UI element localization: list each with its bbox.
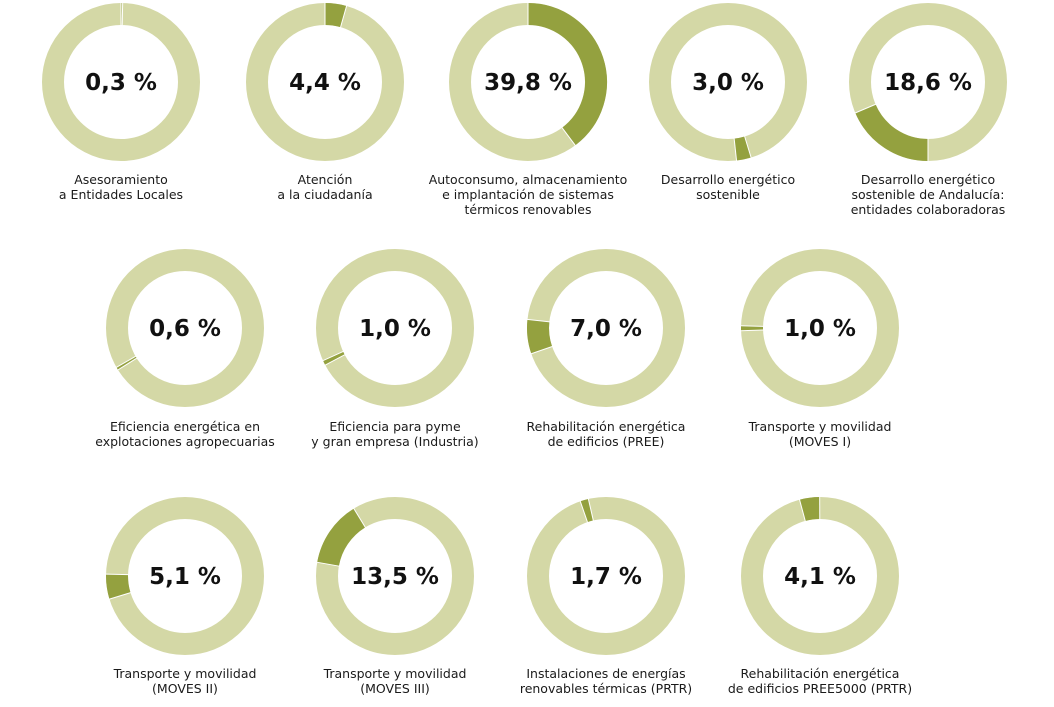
donut-value-segment bbox=[799, 497, 821, 522]
donut-segment-separator bbox=[339, 5, 348, 28]
donut-background-ring bbox=[527, 497, 685, 655]
donut-category-label: Eficiencia para pyme bbox=[329, 419, 461, 434]
donut-chart: 0,6 % Eficiencia energética enexplotacion… bbox=[95, 249, 275, 449]
donut-category-label: a la ciudadanía bbox=[277, 187, 372, 202]
donut-segment-separator bbox=[353, 507, 366, 529]
donut-category-label: de edificios (PREE) bbox=[548, 434, 665, 449]
donut-category-label: sostenible de Andalucía: bbox=[851, 187, 1004, 202]
donut-value-label: 18,6 % bbox=[884, 70, 972, 96]
donut-category-label: Rehabilitación energética bbox=[741, 666, 900, 681]
donut-value-segment bbox=[317, 508, 366, 567]
donut-category-label: (MOVES II) bbox=[152, 681, 218, 696]
donut-segment-separator bbox=[744, 135, 752, 159]
donut-segment-separator bbox=[854, 103, 877, 114]
donut-value-label: 0,6 % bbox=[149, 316, 221, 342]
donut-category-label: Desarrollo energético bbox=[861, 172, 995, 187]
donut-segment-separator bbox=[740, 329, 764, 332]
donut-category-label: de edificios PREE5000 (PRTR) bbox=[728, 681, 912, 696]
donut-value-segment bbox=[106, 574, 131, 600]
donut-chart: 1,7 % Instalaciones de energíasrenovables… bbox=[520, 497, 692, 696]
donut-value-segment bbox=[527, 3, 607, 146]
donut-category-label: (MOVES III) bbox=[360, 681, 430, 696]
donut-segment-separator bbox=[579, 500, 589, 523]
donut-value-label: 39,8 % bbox=[484, 70, 572, 96]
donut-category-label: sostenible bbox=[696, 187, 760, 202]
donut-category-label: Asesoramiento bbox=[74, 172, 168, 187]
donut-category-label: (MOVES I) bbox=[789, 434, 851, 449]
donut-value-label: 4,1 % bbox=[784, 564, 856, 590]
donut-segment-separator bbox=[740, 325, 764, 327]
donut-segment-separator bbox=[530, 345, 553, 355]
donut-value-segment bbox=[323, 351, 345, 366]
donut-value-label: 4,4 % bbox=[289, 70, 361, 96]
donut-category-label: a Entidades Locales bbox=[59, 187, 183, 202]
donut-category-label: Transporte y movilidad bbox=[748, 419, 892, 434]
donut-background-ring bbox=[316, 497, 474, 655]
donut-value-label: 5,1 % bbox=[149, 564, 221, 590]
donut-segment-separator bbox=[561, 126, 576, 147]
donut-chart: 5,1 % Transporte y movilidad(MOVES II) bbox=[105, 497, 264, 696]
donut-value-label: 1,0 % bbox=[784, 316, 856, 342]
donut-background-ring bbox=[316, 249, 474, 407]
donut-segment-separator bbox=[324, 354, 346, 366]
donut-segment-separator bbox=[798, 499, 806, 522]
donut-chart: 1,0 % Transporte y movilidad(MOVES I) bbox=[740, 249, 899, 449]
donut-background-ring bbox=[649, 3, 807, 161]
donut-segment-separator bbox=[115, 355, 137, 368]
donut-segment-separator bbox=[733, 138, 738, 162]
donut-category-label: e implantación de sistemas bbox=[442, 187, 614, 202]
donut-chart: 13,5 % Transporte y movilidad(MOVES III) bbox=[316, 497, 474, 696]
donut-category-label: Desarrollo energético bbox=[661, 172, 795, 187]
donut-category-label: renovables térmicas (PRTR) bbox=[520, 681, 692, 696]
donut-category-label: Rehabilitación energética bbox=[527, 419, 686, 434]
donut-category-label: entidades colaboradoras bbox=[851, 202, 1006, 217]
donut-value-label: 1,0 % bbox=[359, 316, 431, 342]
donut-value-label: 1,7 % bbox=[570, 564, 642, 590]
donut-value-label: 13,5 % bbox=[351, 564, 439, 590]
donut-category-label: Eficiencia energética en bbox=[110, 419, 260, 434]
donut-segment-separator bbox=[322, 350, 344, 362]
donut-category-label: explotaciones agropecuarias bbox=[95, 434, 275, 449]
donut-value-segment bbox=[527, 319, 553, 354]
donut-category-label: Atención bbox=[298, 172, 353, 187]
donut-background-ring bbox=[106, 249, 264, 407]
donut-value-segment bbox=[733, 136, 752, 161]
donut-segment-separator bbox=[526, 318, 550, 323]
donut-segment-separator bbox=[108, 592, 132, 600]
donut-value-segment bbox=[580, 498, 594, 523]
donut-category-label: Transporte y movilidad bbox=[113, 666, 257, 681]
donut-value-segment bbox=[855, 103, 929, 161]
donut-value-label: 0,3 % bbox=[85, 70, 157, 96]
donut-category-label: Autoconsumo, almacenamiento bbox=[429, 172, 628, 187]
donut-value-label: 3,0 % bbox=[692, 70, 764, 96]
donut-category-label: y gran empresa (Industria) bbox=[311, 434, 478, 449]
donut-category-label: Instalaciones de energías bbox=[526, 666, 685, 681]
donut-segment-separator bbox=[117, 357, 138, 371]
donut-segment-separator bbox=[105, 573, 129, 576]
donut-value-label: 7,0 % bbox=[570, 316, 642, 342]
donut-segment-separator bbox=[587, 498, 594, 522]
donut-category-label: Transporte y movilidad bbox=[323, 666, 467, 681]
donut-value-segment bbox=[324, 3, 347, 28]
donut-category-label: térmicos renovables bbox=[465, 202, 592, 217]
donut-segment-separator bbox=[316, 561, 340, 567]
